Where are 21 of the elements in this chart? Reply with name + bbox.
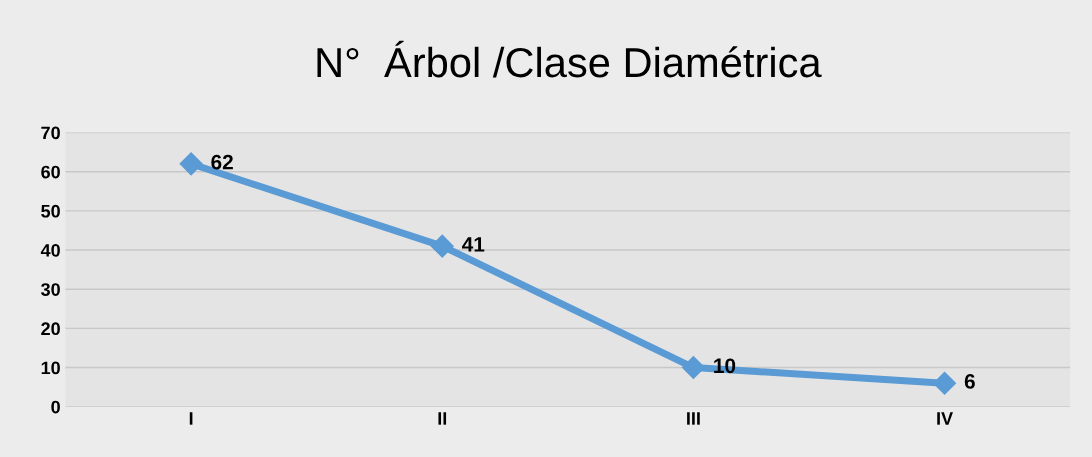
y-tick-label: 70 xyxy=(41,126,60,140)
y-tick-label: 0 xyxy=(51,400,60,414)
data-label: 62 xyxy=(211,154,233,170)
y-tick-label: 40 xyxy=(40,243,60,257)
y-tick-label: 10 xyxy=(41,361,60,375)
y-tick-label: 30 xyxy=(40,283,60,296)
x-tick-label: II xyxy=(438,412,447,425)
point xyxy=(430,234,454,258)
point xyxy=(179,152,203,176)
y-tick-label: 60 xyxy=(41,165,60,179)
x-tick-label: III xyxy=(687,412,700,425)
data-label: 6 xyxy=(964,374,975,389)
point xyxy=(681,356,705,380)
y-tick-label: 20 xyxy=(41,322,60,336)
chart-title: N° Árbol /Clase Diamétrica xyxy=(317,40,822,78)
x-tick-label: IV xyxy=(937,412,953,425)
data-label: 10 xyxy=(714,358,736,374)
point xyxy=(933,371,957,395)
x-tick-label: I xyxy=(189,412,193,425)
data-label: 41 xyxy=(462,237,485,252)
y-tick-label: 50 xyxy=(41,204,60,218)
